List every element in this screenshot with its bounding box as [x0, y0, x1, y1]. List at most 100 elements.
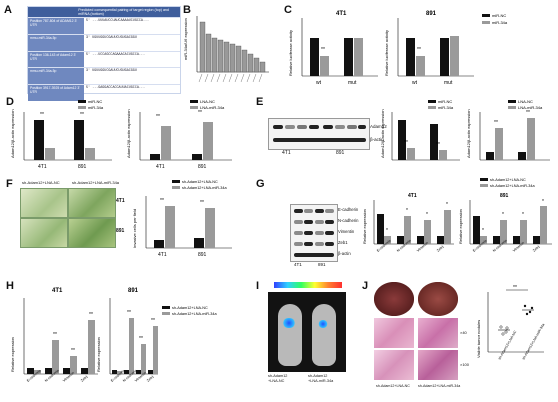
table-row: mmu-miR-34a-5p 3' UGUUGGUCGAUUCUGUGACGGU — [28, 67, 180, 85]
panel-g-letter: G — [256, 178, 265, 190]
row-sequence: 3' UGUUGGUCGAUUCUGUGACGGU — [86, 69, 137, 74]
panel-f-bar-chart: Invasive cells per field ** ** 4T1 891 s… — [132, 180, 232, 258]
panel-f-image-4t1-lna — [68, 188, 116, 218]
panel-d-sig-4: ** — [198, 110, 202, 116]
panel-h-sig-2: ** — [71, 348, 75, 354]
panel-e-legend-left-1: miR-34a — [438, 105, 454, 110]
panel-h-sig-3: ** — [89, 312, 93, 318]
panel-i-label-right-line2: +LNA-miR-34a — [308, 378, 334, 383]
panel-f-row-label-4t1: 4T1 — [116, 198, 125, 204]
panel-b-ylabel: miR-34a/U6 expression — [183, 18, 188, 60]
panel-h-letter: H — [6, 280, 14, 292]
panel-j-label-nc: sh-Adam12+LNA-NC — [376, 384, 410, 388]
panel-g-blot-label-3: Zeb1 — [338, 240, 348, 245]
panel-h-title-4t1: 4T1 — [52, 288, 63, 294]
panel-c-xtick-wt-2: wt — [412, 80, 418, 86]
row-sequence: 5' ...UCCAGCCAGAAACACUGCCA... — [86, 52, 146, 57]
mouse-right — [312, 304, 336, 366]
panel-g-cell-891: 891 — [318, 262, 326, 267]
panel-h-xtick-3: Zeb1 — [80, 375, 89, 383]
panel-d-legend-right-1: LNA-miR-34a — [200, 105, 225, 110]
he-image-lna-40 — [418, 318, 458, 348]
panel-d-ylabel-left: Adam12/β-actin expression — [10, 109, 15, 158]
panel-e-sig-4: ** — [526, 110, 530, 116]
panel-e-ylabel-left: Adam12/β-actin expression — [380, 109, 385, 158]
panel-g-xtick-2: Vimentin — [416, 241, 429, 253]
panel-e-legend-right-1: LNA-miR-34a — [518, 105, 543, 110]
row-sequence: 3' UGUUGGUCGAUUCUGUGACGGU — [86, 35, 137, 40]
panel-e-blot-label-adam12: Adam12 — [370, 124, 387, 129]
panel-d-legend-left-0: miR-NC — [88, 99, 102, 104]
panel-c-luciferase-charts: 4T1 891 Relative luciferase activity Rel… — [288, 11, 508, 86]
panel-g-title-4t1: 4T1 — [408, 193, 417, 199]
panel-g-sig-3: * — [426, 212, 428, 218]
panel-i-label-right-line1: sh-Adam12 — [308, 374, 328, 378]
panel-b-xtick-marks — [198, 73, 263, 83]
panel-f-col-label-1: sh-Adam12+LNA-NC — [22, 180, 60, 185]
row-position: Position 136-143 of Adam12 3' UTR — [28, 51, 84, 68]
panel-g-xtick-3: Zeb1 — [436, 245, 445, 253]
panel-d-legend-right-0: LNA-NC — [200, 99, 215, 104]
panel-c-legend-0: miR-NC — [492, 13, 506, 18]
panel-i-label-left-line1: sh-Adam12 — [268, 374, 288, 378]
panel-d-bar-charts: Adam12/β-actin expression ** ** 4T1 891 … — [10, 99, 232, 170]
panel-d-sig-1: ** — [40, 112, 44, 118]
panel-j-xtick-0: sh-Adam12+LNA-NC — [497, 330, 517, 361]
panel-g-xtick-7: Zeb1 — [532, 245, 541, 253]
panel-f-image-4t1-nc — [20, 188, 68, 218]
panel-e-cell-891: 891 — [336, 150, 345, 156]
panel-j-sig: ** — [513, 285, 517, 291]
panel-c-xtick-mut: mut — [348, 80, 357, 86]
lung-image-lna — [418, 282, 458, 316]
panel-f-letter: F — [6, 178, 13, 190]
table-row: Position 3917-3925 of Adam12 3' UTR 5' ..… — [28, 84, 180, 101]
panel-f-image-891-lna — [68, 218, 116, 248]
panel-j-mag-40: ×40 — [460, 330, 467, 335]
table-header-right: Predicted consequential pairing of targe… — [78, 8, 169, 16]
panel-d-ylabel-right: Adam12/β-actin expression — [126, 109, 131, 158]
panel-d-xtick-891-2: 891 — [198, 164, 207, 170]
panel-c-ylabel-left: Relative luciferase activity — [288, 30, 293, 76]
panel-g-legend-0: sh-Adam12+LNA-NC — [490, 178, 526, 182]
panel-e-bar-charts: Adam12/β-actin expression ** ** miR-NC m… — [380, 99, 550, 161]
panel-d-xtick-4t1-2: 4T1 — [156, 164, 165, 170]
table-row: Position 136-143 of Adam12 3' UTR 5' ...U… — [28, 50, 180, 68]
panel-j-xtick-1: sh-Adam12+LNA-miR-34a — [521, 323, 545, 361]
panel-g-xtick-6: Vimentin — [512, 241, 525, 253]
panel-j-mag-100: ×100 — [460, 362, 470, 367]
panel-g-ylabel-left: Relative expression — [362, 209, 367, 244]
row-position: Position 787-804 of ADAM12 3' UTR — [28, 18, 84, 34]
signal-right — [318, 320, 328, 328]
row-sequence: 5' ...GAGGACCACCAUUACUGCCA... — [86, 86, 146, 91]
panel-j-ylabel: Visible tumor nodules — [476, 320, 481, 358]
panel-i-label-right: sh-Adam12 +LNA-miR-34a — [308, 374, 352, 383]
panel-c-sig-right: ** — [417, 47, 421, 53]
panel-h-xtick-7: Zeb1 — [146, 375, 155, 383]
panel-j-scatter-plot: Visible tumor nodules ** sh-Adam12+LNA-N… — [476, 285, 545, 361]
panel-g-sig-6: * — [502, 212, 504, 218]
panel-h-sig-1: ** — [53, 332, 57, 338]
panel-e-cell-4t1: 4T1 — [282, 150, 291, 156]
sequence-pairing-table: Predicted consequential pairing of targe… — [27, 6, 181, 101]
table-header-left — [28, 7, 76, 17]
panel-f-row-label-891: 891 — [116, 228, 125, 234]
panel-c-xtick-mut-2: mut — [444, 80, 453, 86]
bioluminescence-color-scale — [274, 282, 342, 288]
panel-g-sig-5: * — [482, 228, 484, 234]
panel-e-legend-left-0: miR-NC — [438, 99, 452, 104]
panel-h-sig-6: ** — [151, 318, 155, 324]
row-position: Position 3917-3925 of Adam12 3' UTR — [28, 85, 84, 101]
panel-c-title-891: 891 — [426, 11, 437, 17]
panel-g-cell-4t1: 4T1 — [294, 262, 302, 267]
table-row: Position 787-804 of ADAM12 3' UTR 5' ...U… — [28, 17, 180, 34]
lung-image-nc — [374, 282, 414, 316]
panel-g-sig-8: * — [542, 199, 544, 205]
table-header: Predicted consequential pairing of targe… — [28, 7, 180, 17]
panel-b-letter: B — [183, 4, 191, 16]
panel-c-title-4t1: 4T1 — [336, 11, 347, 17]
panel-g-blot-label-2: Vimentin — [338, 229, 355, 234]
panel-h-ylabel-right: Relative expression — [96, 337, 101, 372]
panel-g-sig-1: * — [386, 228, 388, 234]
panel-e-ylabel-right: Adam12/β-actin expression — [466, 109, 471, 158]
panel-j-points-lna — [522, 304, 534, 316]
